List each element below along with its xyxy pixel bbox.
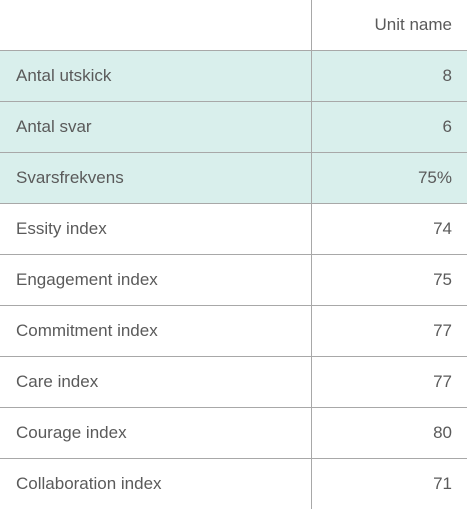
row-label: Care index [0,357,312,407]
row-value: 6 [442,117,452,136]
row-value: 77 [433,372,452,391]
row-value: 71 [433,474,452,493]
table-header-row: Unit name [0,0,467,51]
row-label: Antal svar [0,102,312,152]
row-value: 80 [433,423,452,442]
header-unit-name: Unit name [374,15,452,34]
row-label: Engagement index [0,255,312,305]
row-label: Essity index [0,204,312,254]
header-label-cell [0,0,312,50]
row-value: 74 [433,219,452,238]
table-row: Essity index 74 [0,204,467,255]
row-label: Antal utskick [0,51,312,101]
row-value: 8 [442,66,452,85]
row-label: Commitment index [0,306,312,356]
row-label: Svarsfrekvens [0,153,312,203]
row-value: 75 [433,270,452,289]
table-row: Care index 77 [0,357,467,408]
table-row: Svarsfrekvens 75% [0,153,467,204]
table-row: Collaboration index 71 [0,459,467,509]
row-value: 77 [433,321,452,340]
table-row: Commitment index 77 [0,306,467,357]
table-row: Antal svar 6 [0,102,467,153]
table-row: Engagement index 75 [0,255,467,306]
table-row: Antal utskick 8 [0,51,467,102]
row-value: 75% [417,168,452,187]
row-label: Collaboration index [0,459,312,509]
row-label: Courage index [0,408,312,458]
table-row: Courage index 80 [0,408,467,459]
